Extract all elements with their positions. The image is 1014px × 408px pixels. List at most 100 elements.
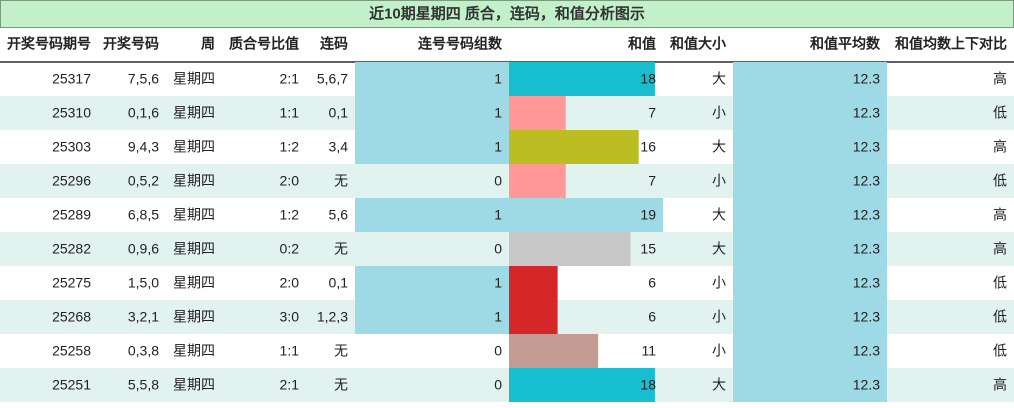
- cell: 1,2,3: [317, 309, 348, 325]
- sum-bar: [509, 198, 663, 232]
- cell: 1: [494, 139, 502, 155]
- cell: 5,6: [329, 207, 349, 223]
- cell: 1,5,0: [128, 275, 159, 291]
- cell: 星期四: [173, 275, 215, 291]
- cell: 3:0: [280, 309, 300, 325]
- cell: 2:1: [280, 71, 300, 87]
- cell: 小: [712, 309, 726, 325]
- title: 近10期星期四 质合，连码，和值分析图示: [369, 4, 645, 22]
- sum-bar: [509, 130, 639, 164]
- cell: 25251: [52, 377, 91, 393]
- cell: 2:0: [280, 275, 300, 291]
- pair-count-bar: [355, 62, 509, 96]
- cell: 星期四: [173, 241, 215, 257]
- cell: 12.3: [853, 377, 880, 393]
- cell: 25317: [52, 71, 91, 87]
- cell: 大: [712, 139, 726, 155]
- cell: 7,5,6: [128, 71, 159, 87]
- cell: 25258: [52, 343, 91, 359]
- cell: 低: [993, 343, 1007, 359]
- cell: 2:1: [280, 377, 300, 393]
- column-header: 开奖号码: [103, 36, 159, 52]
- cell: 6: [648, 275, 656, 291]
- average-bar: [733, 334, 887, 368]
- cell: 16: [640, 139, 656, 155]
- cell: 大: [712, 377, 726, 393]
- cell: 小: [712, 173, 726, 189]
- cell: 星期四: [173, 377, 215, 393]
- cell: 19: [640, 207, 656, 223]
- cell: 12.3: [853, 343, 880, 359]
- column-header: 开奖号码期号: [7, 36, 91, 52]
- cell: 1: [494, 71, 502, 87]
- pair-count-bar: [355, 266, 509, 300]
- sum-bar: [509, 266, 558, 300]
- average-bar: [733, 232, 887, 266]
- cell: 12.3: [853, 173, 880, 189]
- column-header: 和值平均数: [810, 36, 881, 52]
- cell: 25282: [52, 241, 91, 257]
- cell: 0: [494, 173, 502, 189]
- cell: 高: [993, 241, 1007, 257]
- cell: 无: [334, 377, 348, 393]
- cell: 低: [993, 173, 1007, 189]
- cell: 0,1: [329, 105, 349, 121]
- cell: 25303: [52, 139, 91, 155]
- title-band: [0, 0, 1014, 28]
- column-header: 连号号码组数: [418, 36, 503, 52]
- cell: 0,1: [329, 275, 349, 291]
- pair-count-bar: [355, 300, 509, 334]
- cell: 25296: [52, 173, 91, 189]
- cell: 7: [648, 105, 656, 121]
- cell: 星期四: [173, 309, 215, 325]
- cell: 低: [993, 105, 1007, 121]
- cell: 无: [334, 241, 348, 257]
- average-bar: [733, 368, 887, 402]
- sum-bar: [509, 62, 655, 96]
- cell: 3,2,1: [128, 309, 159, 325]
- average-bar: [733, 300, 887, 334]
- cell: 星期四: [173, 173, 215, 189]
- cell: 5,6,7: [317, 71, 348, 87]
- cell: 1:1: [280, 343, 300, 359]
- cell: 星期四: [173, 71, 215, 87]
- cell: 1:1: [280, 105, 300, 121]
- cell: 5,5,8: [128, 377, 159, 393]
- cell: 星期四: [173, 139, 215, 155]
- cell: 25289: [52, 207, 91, 223]
- cell: 18: [640, 71, 656, 87]
- cell: 星期四: [173, 105, 215, 121]
- cell: 25268: [52, 309, 91, 325]
- sum-bar: [509, 368, 655, 402]
- cell: 小: [712, 275, 726, 291]
- cell: 0: [494, 377, 502, 393]
- cell: 低: [993, 309, 1007, 325]
- average-bar: [733, 62, 887, 96]
- average-bar: [733, 198, 887, 232]
- cell: 小: [712, 105, 726, 121]
- average-bar: [733, 130, 887, 164]
- cell: 高: [993, 207, 1007, 223]
- cell: 大: [712, 71, 726, 87]
- cell: 12.3: [853, 71, 880, 87]
- sum-bar: [509, 96, 566, 130]
- column-header: 周: [201, 36, 215, 52]
- cell: 12.3: [853, 275, 880, 291]
- cell: 星期四: [173, 343, 215, 359]
- pair-count-bar: [355, 130, 509, 164]
- cell: 低: [993, 275, 1007, 291]
- column-header: 和值大小: [670, 36, 726, 52]
- column-header: 质合号比值: [229, 36, 299, 52]
- cell: 1: [494, 207, 502, 223]
- cell: 6: [648, 309, 656, 325]
- cell: 15: [640, 241, 656, 257]
- cell: 0,5,2: [128, 173, 159, 189]
- cell: 1:2: [280, 207, 300, 223]
- sum-bar: [509, 232, 631, 266]
- cell: 12.3: [853, 309, 880, 325]
- cell: 0: [494, 241, 502, 257]
- cell: 0:2: [280, 241, 300, 257]
- cell: 25310: [52, 105, 91, 121]
